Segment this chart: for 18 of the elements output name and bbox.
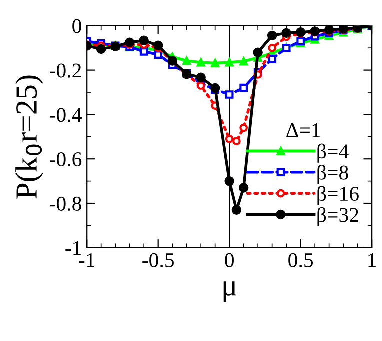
x-tick-label: -1 bbox=[79, 253, 95, 268]
legend-title: Δ=1 bbox=[286, 124, 320, 138]
x-axis-title: μ bbox=[224, 282, 237, 302]
y-tick-label: -1 bbox=[66, 241, 81, 256]
x-tick-label: -0.5 bbox=[142, 253, 174, 268]
x-tick-label: 0 bbox=[225, 253, 234, 268]
y-tick-label: -0.6 bbox=[50, 152, 82, 167]
x-tick-label: 0.5 bbox=[288, 253, 314, 268]
y-tick-label: -0.8 bbox=[50, 196, 82, 212]
y-tick-label: -0.2 bbox=[50, 64, 82, 78]
y-tick-label: 0 bbox=[72, 19, 82, 34]
legend-label: β=4 bbox=[318, 144, 349, 163]
y-tick-label: -0.4 bbox=[50, 108, 82, 122]
x-tick-label: 1 bbox=[368, 253, 376, 268]
y-axis-title: P(k$_{0}$r=25) bbox=[16, 76, 44, 199]
legend-label: β=8 bbox=[318, 164, 348, 184]
legend-label: β=32 bbox=[318, 207, 358, 226]
legend-label: β=16 bbox=[318, 186, 359, 206]
